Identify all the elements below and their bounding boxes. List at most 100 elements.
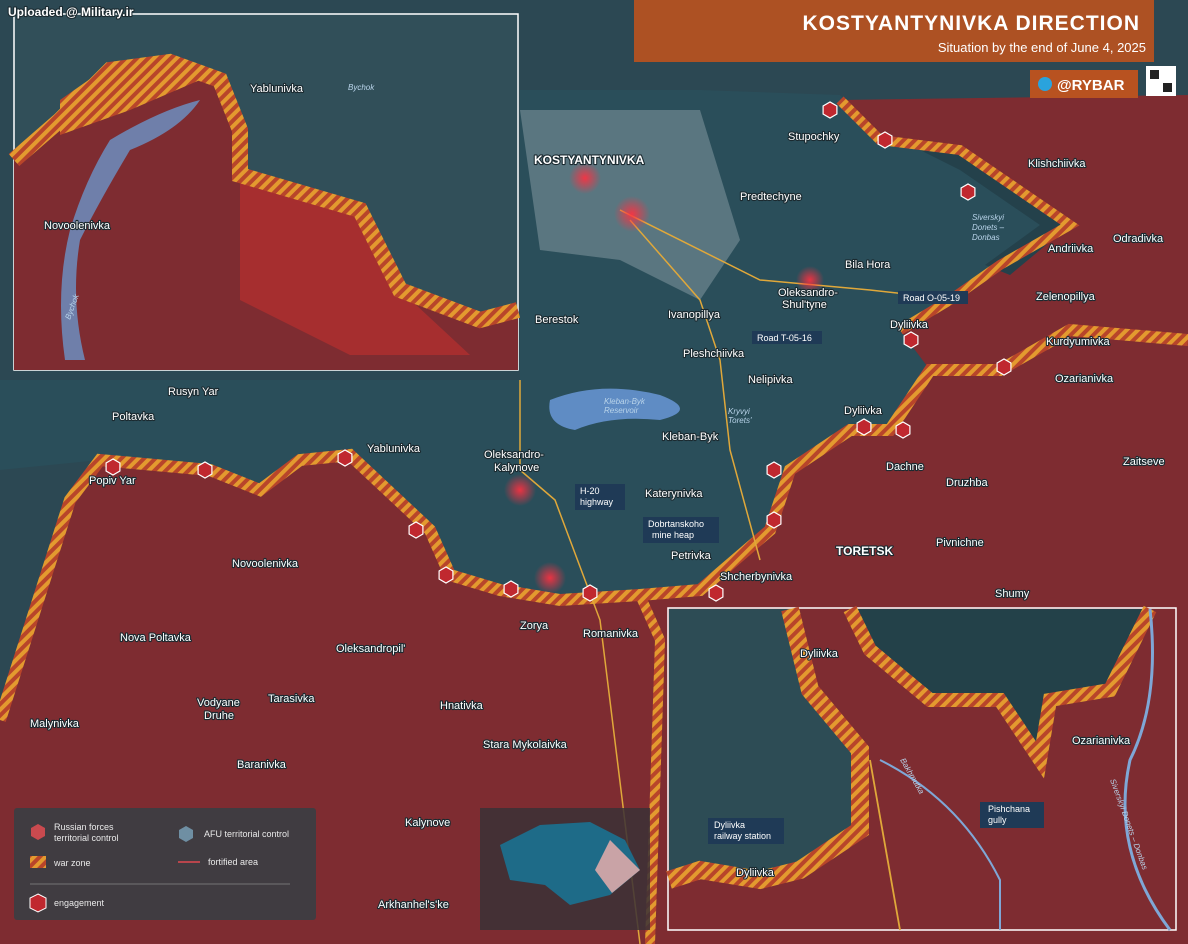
war-zone bbox=[666, 606, 869, 890]
feature-label: gully bbox=[988, 815, 1007, 825]
inset-north: Yablunivka Bychok Novoolenivka Bychok bbox=[8, 13, 521, 371]
settlement-label: Predtechyne bbox=[740, 191, 802, 203]
war-zone bbox=[0, 323, 1188, 722]
settlement-labels: KOSTYANTYNIVKA Stupochky Predtechyne Kli… bbox=[29, 130, 1166, 912]
legend-swatch bbox=[31, 824, 45, 840]
telegram-icon bbox=[1038, 77, 1052, 91]
road-tag bbox=[752, 331, 822, 344]
settlement-label: Ozarianivka bbox=[1072, 735, 1131, 747]
strike-glow bbox=[504, 474, 536, 506]
afu-pocket bbox=[900, 140, 1070, 275]
settlement-label: Nova Poltavka bbox=[120, 632, 192, 644]
feature-labels: Siverskyi Donets – Donbas Road O-05-19 R… bbox=[575, 213, 1005, 543]
settlement-label: Shcherbynivka bbox=[720, 571, 793, 583]
settlement-label: Klishchiivka bbox=[1028, 158, 1086, 170]
road-label: H-20 bbox=[580, 486, 600, 496]
legend-label: war zone bbox=[53, 858, 91, 868]
settlement-label: Romanivka bbox=[583, 628, 639, 640]
strike-glows bbox=[504, 162, 824, 594]
road bbox=[519, 380, 641, 944]
settlement-label: Dyliivka bbox=[890, 319, 929, 331]
locator-map bbox=[480, 808, 650, 930]
strike-glow bbox=[569, 162, 601, 194]
engagement-icon bbox=[503, 580, 519, 598]
settlement-label: Stara Mykolaivka bbox=[483, 739, 568, 751]
engagement-icon bbox=[856, 418, 872, 436]
settlement-label: Stupochky bbox=[788, 131, 840, 143]
reservoir-label: Reservoir bbox=[604, 406, 639, 415]
road bbox=[629, 219, 761, 561]
road-label: Road T-05-16 bbox=[757, 333, 812, 343]
settlement-label: Shul'tyne bbox=[782, 299, 827, 311]
war-zone bbox=[60, 58, 200, 135]
settlement-label: Kalynove bbox=[494, 462, 539, 474]
title-bar bbox=[634, 0, 1154, 62]
afu-territory bbox=[850, 609, 1150, 760]
settlement-label: Rusyn Yar bbox=[168, 386, 219, 398]
settlement-label: Oleksandropil' bbox=[336, 643, 405, 655]
settlement-label: Druhe bbox=[204, 710, 234, 722]
road-tag bbox=[898, 291, 968, 304]
engagement-icon bbox=[582, 584, 598, 602]
settlement-label: Pleshchiivka bbox=[683, 348, 745, 360]
river-label: Bychok bbox=[348, 83, 375, 92]
settlement-label: Dyliivka bbox=[800, 648, 839, 660]
advance-area bbox=[240, 175, 470, 355]
settlement-label: Novoolenivka bbox=[44, 220, 111, 232]
canal-label: Donbas bbox=[972, 233, 1000, 242]
road-tag bbox=[575, 484, 625, 510]
strike-glow bbox=[614, 196, 650, 232]
feature-label: Dyliivka bbox=[714, 820, 745, 830]
engagement-icon bbox=[766, 461, 782, 479]
settlement-label: Tarasivka bbox=[268, 693, 315, 705]
legend: Russian forces territorial control AFU t… bbox=[14, 808, 316, 920]
legend-label: territorial control bbox=[54, 833, 119, 843]
legend-swatch bbox=[30, 856, 46, 868]
canal bbox=[1123, 608, 1172, 931]
settlement-label: Druzhba bbox=[946, 477, 988, 489]
engagement-icon bbox=[903, 331, 919, 349]
legend-label: engagement bbox=[54, 898, 105, 908]
river bbox=[61, 100, 200, 360]
road bbox=[869, 759, 901, 931]
engagement-icon bbox=[337, 449, 353, 467]
river-label: Torets' bbox=[728, 416, 752, 425]
city-label: TORETSK bbox=[836, 544, 893, 558]
qr-code-part bbox=[1163, 83, 1172, 92]
settlement-label: Oleksandro- bbox=[484, 449, 544, 461]
engagement-icon bbox=[197, 461, 213, 479]
settlement-label: Andriivka bbox=[1048, 243, 1094, 255]
settlement-label: Malynivka bbox=[30, 718, 80, 730]
settlement-label: Zelenopillya bbox=[1036, 291, 1096, 303]
settlement-label: Oleksandro- bbox=[778, 287, 838, 299]
engagement-icon bbox=[996, 358, 1012, 376]
road-tag bbox=[643, 517, 719, 543]
engagement-icon bbox=[877, 131, 893, 149]
watermark: Uploaded @ Military.ir bbox=[8, 5, 134, 19]
legend-label: fortified area bbox=[208, 857, 258, 867]
war-zone bbox=[635, 592, 666, 944]
feature-label: railway station bbox=[714, 831, 771, 841]
engagement-icon bbox=[822, 101, 838, 119]
legend-label: Russian forces bbox=[54, 822, 114, 832]
header: Uploaded @ Military.ir KOSTYANTYNIVKA DI… bbox=[7, 0, 1176, 98]
engagement-icon bbox=[895, 421, 911, 439]
settlement-label: Novoolenivka bbox=[232, 558, 299, 570]
settlement-label: Kurdyumivka bbox=[1046, 336, 1110, 348]
war-zone bbox=[843, 605, 1157, 779]
engagement-icon bbox=[960, 183, 976, 201]
strike-glow bbox=[796, 266, 824, 294]
settlement-label: Popiv Yar bbox=[89, 475, 136, 487]
settlement-label: Yablunivka bbox=[367, 443, 421, 455]
engagement-icon bbox=[766, 511, 782, 529]
feature-label: Pishchana bbox=[988, 804, 1030, 814]
settlement-label: Dachne bbox=[886, 461, 924, 473]
settlement-label: Ivanopillya bbox=[668, 309, 721, 321]
feature-label: mine heap bbox=[652, 530, 694, 540]
label-tag bbox=[708, 818, 784, 844]
settlement-label: Bila Hora bbox=[845, 259, 891, 271]
river-label: Kryvyi bbox=[728, 407, 750, 416]
qr-code-part bbox=[1150, 70, 1159, 79]
afu-territory bbox=[0, 90, 1070, 600]
